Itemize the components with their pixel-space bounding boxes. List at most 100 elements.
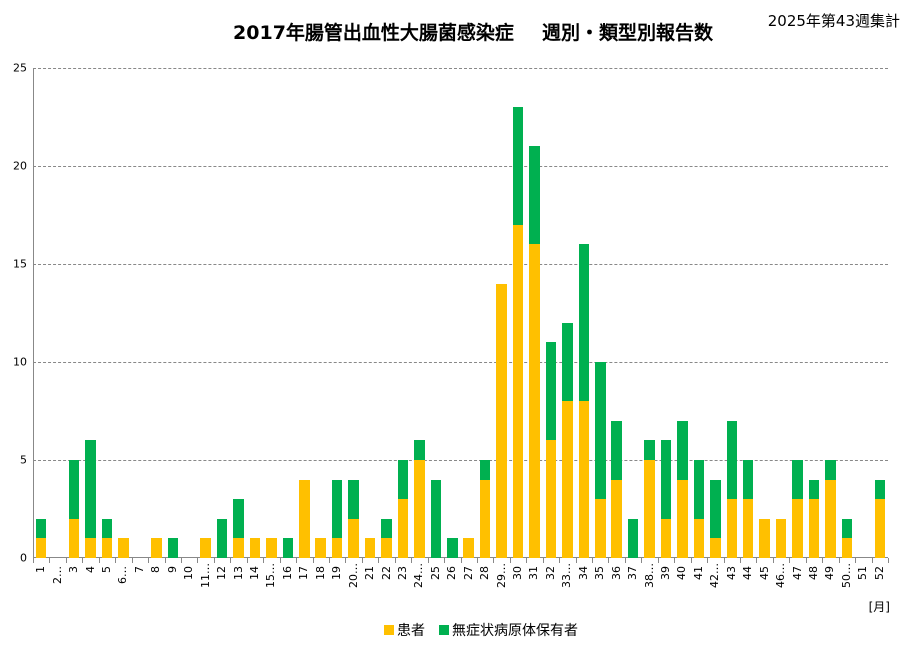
legend-swatch-asymptomatic (439, 625, 449, 635)
bar-asymptomatic (677, 420, 688, 480)
bar-asymptomatic (85, 440, 96, 539)
x-tick-label: 8 (149, 566, 163, 573)
x-tick-label: 25 (428, 566, 442, 580)
bar-group (165, 68, 181, 558)
x-tick-label: 41 (691, 566, 705, 580)
x-tick-mark (279, 558, 281, 563)
bar-asymptomatic (545, 342, 557, 441)
bar-patient (660, 518, 672, 558)
bar-patient (479, 479, 491, 558)
x-tick-mark (871, 558, 873, 563)
x-tick-label: 45 (757, 566, 771, 580)
x-tick-label: 4 (83, 566, 97, 573)
x-tick-label: 49 (823, 566, 837, 580)
bar-group (789, 68, 805, 558)
x-tick-mark (542, 558, 544, 563)
bar-asymptomatic (529, 146, 540, 245)
x-tick-label: 6… (116, 566, 130, 584)
x-tick-label: 20… (346, 563, 360, 588)
bar-patient (414, 460, 425, 558)
bar-group (329, 68, 345, 558)
x-tick-mark (690, 558, 692, 563)
x-tick-label: 33… (560, 563, 574, 588)
bar-asymptomatic (430, 479, 442, 558)
x-tick-mark (444, 558, 446, 563)
legend-item-asymptomatic: 無症状病原体保有者 (439, 620, 578, 640)
x-tick-mark (98, 558, 100, 563)
bar-group (247, 68, 263, 558)
x-tick-mark (230, 558, 232, 563)
x-tick-label: 12 (215, 566, 229, 580)
bar-group (181, 68, 197, 558)
y-tick-label: 5 (20, 453, 27, 467)
x-tick-label: 44 (741, 566, 755, 580)
bar-patient (529, 244, 540, 558)
bar-group (82, 68, 98, 558)
bar-group (313, 68, 329, 558)
x-tick-mark (49, 558, 51, 563)
bar-patient (644, 460, 655, 558)
legend-label-asymptomatic: 無症状病原体保有者 (452, 623, 578, 639)
x-tick-label: 31 (527, 566, 541, 580)
x-tick-label: 46… (774, 563, 788, 588)
x-tick-label: 29… (494, 563, 508, 588)
x-tick-mark (707, 558, 709, 563)
bar-asymptomatic (348, 479, 359, 519)
x-tick-mark (460, 558, 462, 563)
x-tick-label: 22 (379, 566, 393, 580)
bar-group (872, 68, 888, 558)
bar-group (132, 68, 148, 558)
bar-group (49, 68, 65, 558)
chart-title-part1: 2017年腸管出血性大腸菌感染症 (233, 22, 514, 44)
x-tick-mark (82, 558, 84, 563)
x-tick-mark (641, 558, 643, 563)
x-tick-mark (657, 558, 659, 563)
bar-patient (381, 538, 392, 558)
bar-group (66, 68, 82, 558)
bar-group (230, 68, 246, 558)
x-tick-label: 39 (659, 566, 673, 580)
bar-asymptomatic (611, 420, 622, 480)
x-tick-mark (345, 558, 347, 563)
bar-group (543, 68, 559, 558)
bar-asymptomatic (562, 322, 573, 402)
x-tick-mark (888, 558, 889, 563)
bar-patient (364, 538, 376, 558)
x-tick-label: 13 (231, 566, 245, 580)
bar-asymptomatic (512, 107, 524, 225)
bar-group (362, 68, 378, 558)
bar-patient (742, 499, 754, 558)
x-tick-mark (394, 558, 396, 563)
bar-asymptomatic (808, 479, 820, 500)
bar-patient (759, 518, 770, 558)
x-tick-label: 9 (165, 566, 179, 573)
x-tick-label: 47 (790, 566, 804, 580)
y-tick-label: 25 (13, 61, 27, 75)
gridline (33, 264, 888, 265)
x-tick-label: 36 (609, 566, 623, 580)
gridline (33, 460, 888, 461)
x-tick-label: 14 (247, 566, 261, 580)
bar-group (756, 68, 772, 558)
y-axis (33, 68, 34, 558)
bar-patient (348, 518, 359, 558)
x-tick-mark (592, 558, 594, 563)
x-tick-label: 2… (50, 566, 64, 584)
bar-group (806, 68, 822, 558)
bar-group (148, 68, 164, 558)
x-tick-label: 34 (576, 566, 590, 580)
bar-patient (101, 538, 113, 558)
x-tick-label: 28 (478, 566, 492, 580)
x-tick-mark (723, 558, 725, 563)
x-tick-mark (838, 558, 840, 563)
x-tick-mark (559, 558, 561, 563)
bar-asymptomatic (101, 518, 113, 539)
x-axis-unit: [月] (868, 600, 890, 614)
x-tick-mark (164, 558, 166, 563)
x-tick-mark (246, 558, 248, 563)
x-tick-mark (197, 558, 199, 563)
x-tick-mark (789, 558, 791, 563)
bar-patient (874, 499, 886, 558)
bar-group (691, 68, 707, 558)
bar-asymptomatic (447, 538, 458, 558)
